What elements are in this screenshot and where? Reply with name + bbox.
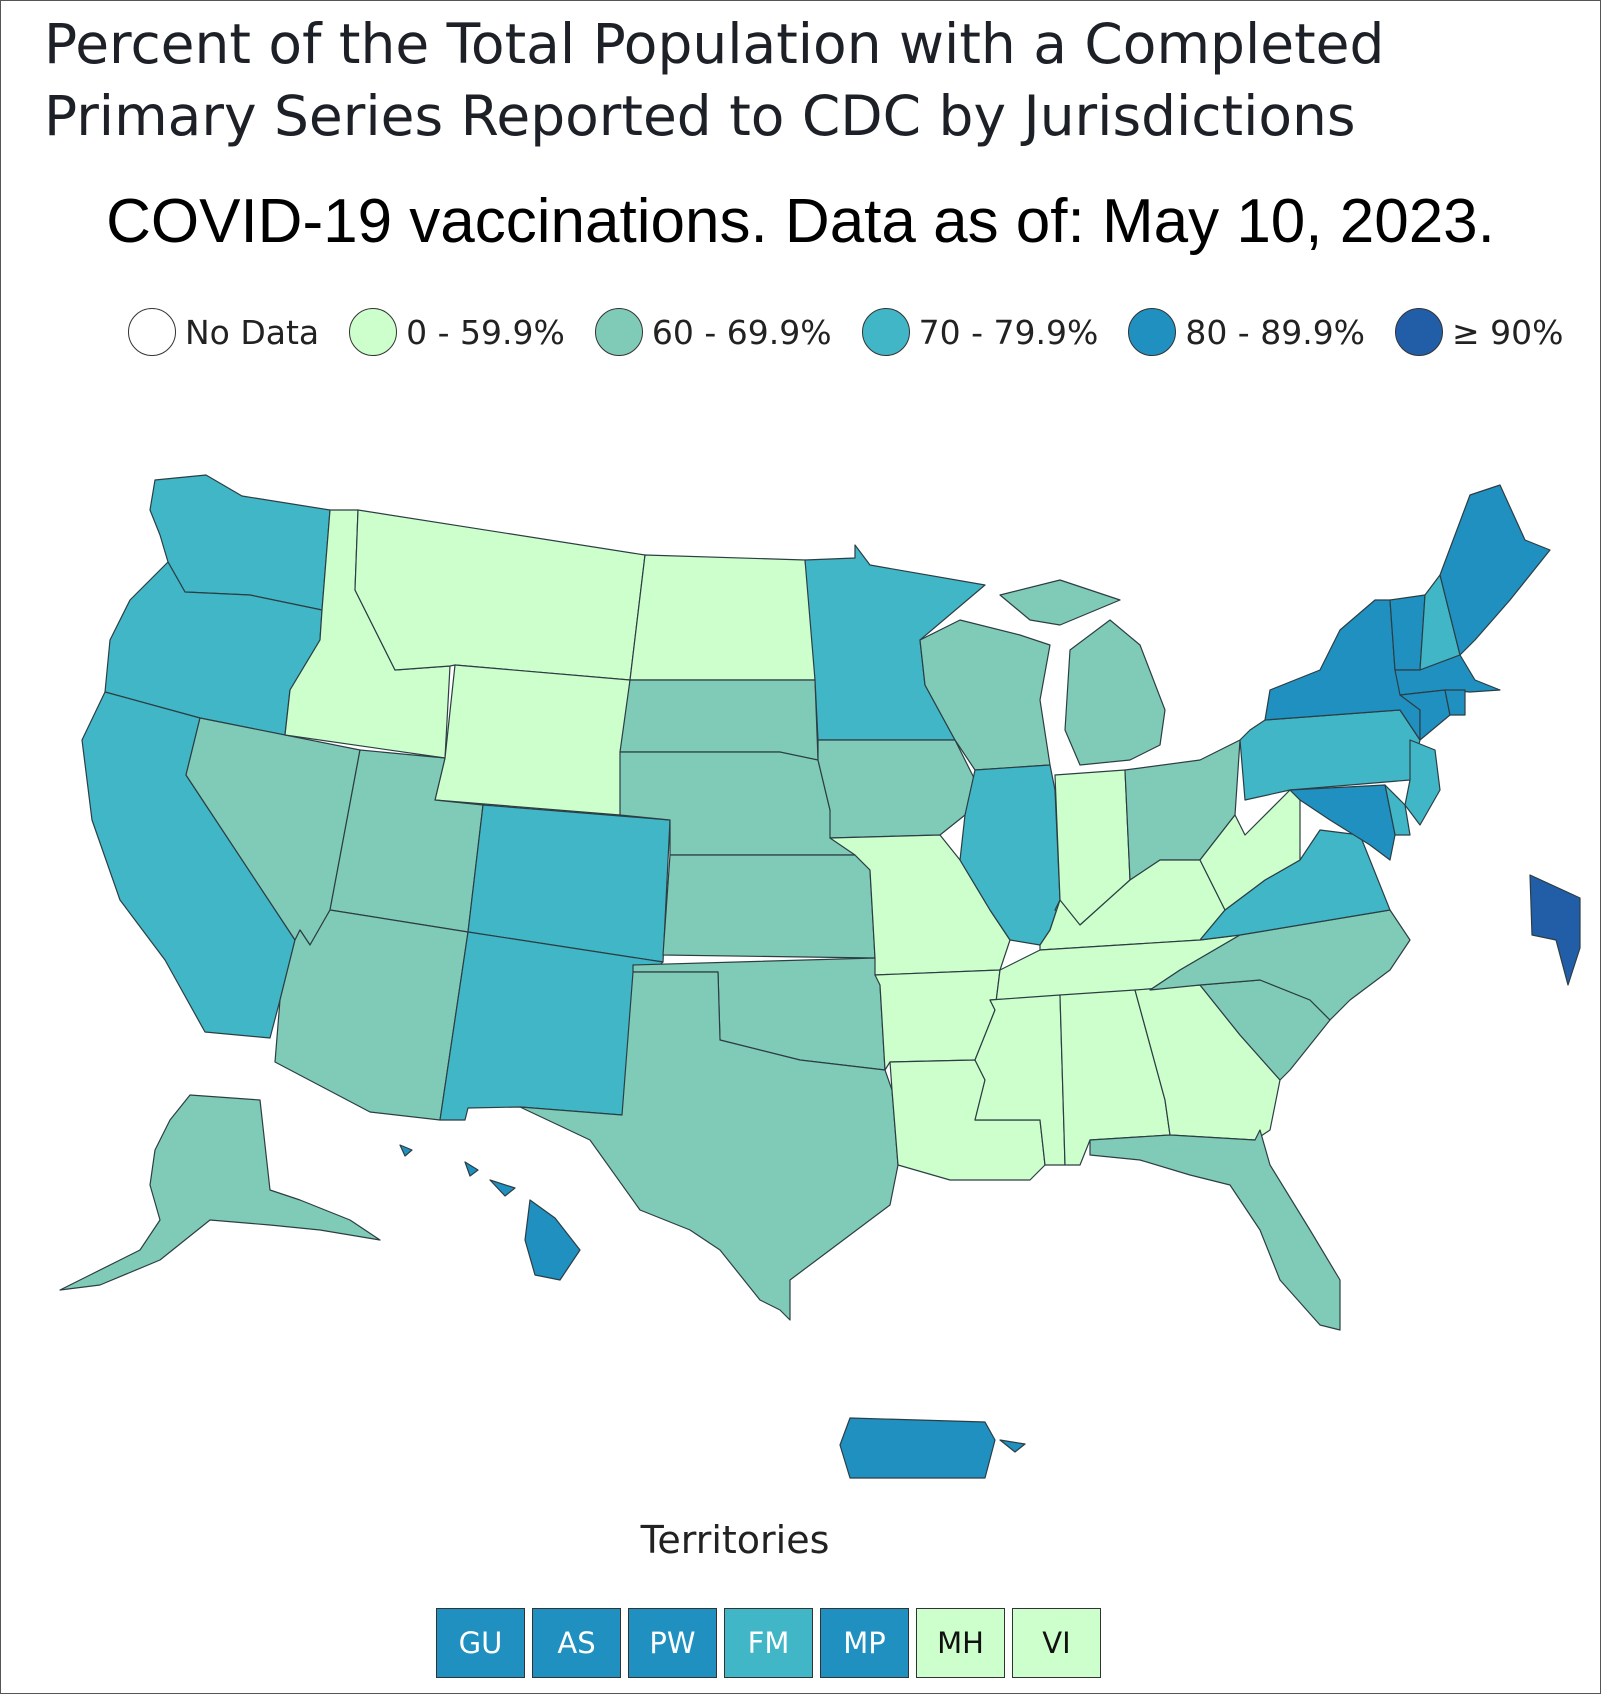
legend: No Data 0 - 59.9% 60 - 69.9% 70 - 79.9% …: [128, 308, 1594, 356]
legend-label: 70 - 79.9%: [918, 312, 1099, 352]
state-ct[interactable]: [1399, 689, 1451, 741]
territory-mh[interactable]: MH: [916, 1608, 1005, 1678]
territory-pw[interactable]: PW: [628, 1608, 717, 1678]
legend-label: 80 - 89.9%: [1185, 312, 1366, 352]
legend-label: No Data: [185, 312, 320, 352]
title-line-1: Percent of the Total Population with a C…: [44, 12, 1385, 76]
state-wi[interactable]: [919, 619, 1051, 771]
legend-label: ≥ 90%: [1452, 312, 1564, 352]
territory-mp[interactable]: MP: [820, 1608, 909, 1678]
legend-swatch: [1395, 308, 1444, 356]
territory-fm[interactable]: FM: [724, 1608, 813, 1678]
state-sd[interactable]: [619, 679, 819, 761]
state-ia[interactable]: [817, 739, 976, 839]
state-ks[interactable]: [662, 854, 876, 959]
us-map: [0, 440, 1600, 1504]
legend-item-60-69[interactable]: 60 - 69.9%: [594, 308, 832, 356]
state-pr[interactable]: [839, 1417, 1026, 1479]
territory-gu[interactable]: GU: [436, 1608, 525, 1678]
state-fl[interactable]: [1089, 1129, 1341, 1331]
map-title: Percent of the Total Population with a C…: [44, 8, 1384, 152]
state-ri[interactable]: [1444, 689, 1466, 716]
state-mi[interactable]: [999, 579, 1166, 766]
territories-title: Territories: [640, 1518, 830, 1562]
legend-swatch: [1128, 308, 1177, 356]
legend-swatch: [128, 308, 176, 356]
state-ak[interactable]: [59, 1094, 381, 1291]
state-pa[interactable]: [1239, 709, 1421, 801]
state-dc[interactable]: [1529, 874, 1581, 986]
state-tx[interactable]: [519, 971, 899, 1321]
legend-item-90-plus[interactable]: ≥ 90%: [1395, 308, 1564, 356]
state-nd[interactable]: [629, 554, 816, 681]
territory-as[interactable]: AS: [532, 1608, 621, 1678]
state-az[interactable]: [274, 909, 469, 1121]
us-map-svg: [59, 474, 1581, 1479]
legend-label: 0 - 59.9%: [406, 312, 565, 352]
map-subtitle: COVID-19 vaccinations. Data as of: May 1…: [106, 187, 1495, 256]
state-vt[interactable]: [1389, 594, 1426, 671]
state-nj[interactable]: [1404, 739, 1441, 826]
legend-item-no-data[interactable]: No Data: [128, 308, 319, 356]
legend-swatch: [349, 308, 398, 356]
territory-list: GU AS PW FM MP MH VI: [436, 1608, 1108, 1678]
state-hi[interactable]: [399, 1144, 581, 1281]
state-me[interactable]: [1439, 484, 1551, 656]
state-mt[interactable]: [354, 509, 646, 681]
state-wy[interactable]: [434, 664, 631, 816]
legend-item-70-79[interactable]: 70 - 79.9%: [861, 308, 1099, 356]
legend-item-80-89[interactable]: 80 - 89.9%: [1128, 308, 1365, 356]
legend-swatch: [861, 308, 910, 356]
title-line-2: Primary Series Reported to CDC by Jurisd…: [44, 84, 1356, 148]
legend-item-0-59[interactable]: 0 - 59.9%: [349, 308, 565, 356]
legend-swatch: [594, 308, 643, 356]
territory-vi[interactable]: VI: [1012, 1608, 1101, 1678]
legend-label: 60 - 69.9%: [651, 312, 832, 352]
state-md[interactable]: [1289, 784, 1396, 861]
